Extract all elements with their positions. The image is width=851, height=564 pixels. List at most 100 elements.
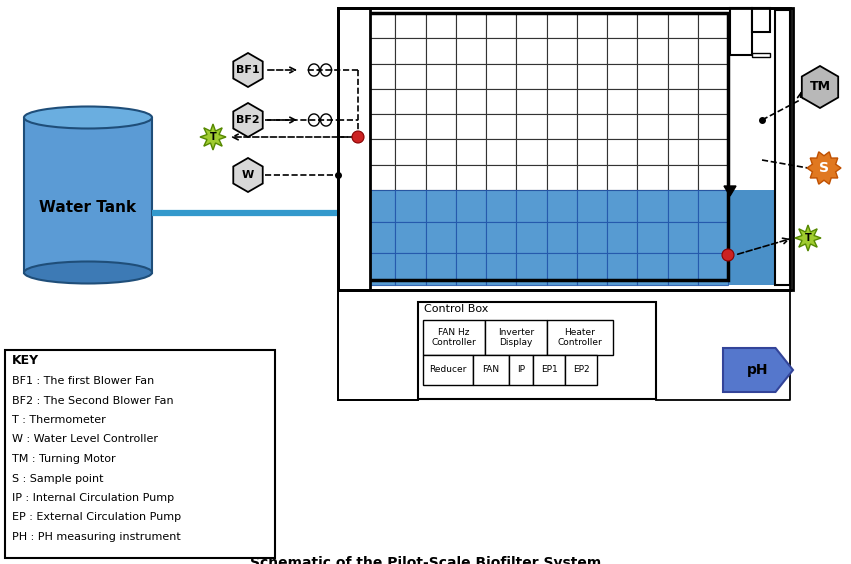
Text: EP1: EP1	[540, 365, 557, 374]
Bar	[577, 253, 607, 285]
Bar	[637, 165, 667, 190]
Bar	[5, 350, 275, 558]
Text: TM : Turning Motor: TM : Turning Motor	[12, 454, 116, 464]
Polygon shape	[807, 152, 841, 184]
Bar	[426, 165, 456, 190]
Bar	[418, 302, 656, 399]
Bar	[607, 253, 637, 285]
Bar	[486, 38, 517, 64]
Bar	[338, 8, 790, 290]
Bar	[426, 190, 456, 222]
Bar	[546, 253, 577, 285]
Bar	[395, 64, 426, 89]
Polygon shape	[233, 53, 263, 87]
Bar	[698, 222, 728, 253]
Bar	[577, 89, 607, 114]
Bar	[546, 38, 577, 64]
Bar	[698, 165, 728, 190]
Polygon shape	[233, 103, 263, 137]
Bar	[456, 222, 486, 253]
Bar	[698, 190, 728, 222]
Text: KEY: KEY	[12, 354, 39, 367]
Bar	[486, 139, 517, 165]
Bar	[365, 38, 395, 64]
Bar	[365, 222, 395, 253]
Ellipse shape	[24, 262, 152, 284]
Bar	[395, 222, 426, 253]
Bar	[338, 190, 790, 285]
Bar	[395, 114, 426, 139]
Bar	[637, 38, 667, 64]
Bar	[517, 222, 546, 253]
Text: T: T	[805, 233, 811, 243]
Bar	[546, 222, 577, 253]
Bar	[338, 8, 370, 290]
Text: T : Thermometer: T : Thermometer	[12, 415, 106, 425]
Text: W: W	[242, 170, 254, 180]
Bar	[395, 38, 426, 64]
Text: IP : Internal Circulation Pump: IP : Internal Circulation Pump	[12, 493, 174, 503]
Bar	[775, 10, 790, 285]
Bar	[456, 13, 486, 38]
Bar	[607, 190, 637, 222]
Bar	[426, 253, 456, 285]
Bar	[365, 139, 395, 165]
Bar	[667, 222, 698, 253]
Bar	[607, 114, 637, 139]
Bar	[577, 114, 607, 139]
Text: EP2: EP2	[573, 365, 589, 374]
Bar	[473, 355, 509, 385]
Bar	[667, 165, 698, 190]
Bar	[698, 38, 728, 64]
Bar	[698, 253, 728, 285]
Bar	[24, 117, 152, 272]
Text: pH: pH	[747, 363, 768, 377]
Text: PH : PH measuring instrument: PH : PH measuring instrument	[12, 532, 180, 542]
Bar	[667, 38, 698, 64]
Bar	[607, 165, 637, 190]
Bar	[456, 165, 486, 190]
Bar	[577, 13, 607, 38]
Text: TM: TM	[809, 81, 831, 94]
Bar	[395, 253, 426, 285]
Bar	[730, 8, 752, 55]
Bar	[517, 165, 546, 190]
Bar	[547, 320, 613, 355]
Bar	[456, 190, 486, 222]
Bar	[637, 13, 667, 38]
Bar	[426, 38, 456, 64]
Bar	[395, 165, 426, 190]
Bar	[533, 355, 565, 385]
Bar	[423, 355, 473, 385]
Bar	[667, 114, 698, 139]
Polygon shape	[233, 158, 263, 192]
Bar	[395, 13, 426, 38]
Bar	[365, 190, 395, 222]
Bar	[667, 64, 698, 89]
Bar	[637, 222, 667, 253]
Bar	[426, 139, 456, 165]
Text: T: T	[209, 132, 216, 142]
Bar	[698, 114, 728, 139]
Bar	[365, 114, 395, 139]
Bar	[365, 64, 395, 89]
Bar	[607, 64, 637, 89]
Bar	[752, 53, 770, 57]
Bar	[546, 13, 577, 38]
Bar	[486, 165, 517, 190]
Bar	[546, 114, 577, 139]
Bar	[667, 139, 698, 165]
Bar	[565, 355, 597, 385]
Bar	[486, 114, 517, 139]
Bar	[607, 38, 637, 64]
Bar	[546, 89, 577, 114]
Bar	[456, 253, 486, 285]
Bar	[698, 89, 728, 114]
Bar	[637, 253, 667, 285]
Bar	[577, 64, 607, 89]
Bar	[577, 222, 607, 253]
Bar	[517, 190, 546, 222]
Bar	[637, 190, 667, 222]
Bar	[517, 253, 546, 285]
Text: BF1 : The first Blower Fan: BF1 : The first Blower Fan	[12, 376, 154, 386]
